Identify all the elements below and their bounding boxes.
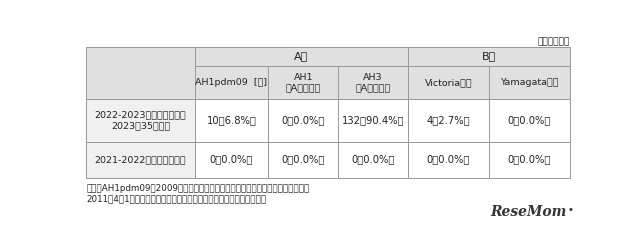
Bar	[195, 66, 268, 99]
Text: （単位：件）: （単位：件）	[538, 37, 570, 46]
Bar	[195, 141, 268, 178]
Bar	[338, 99, 408, 141]
Bar	[268, 99, 338, 141]
Text: 2022-2023年シーズン累計
2023年35週まで: 2022-2023年シーズン累計 2023年35週まで	[95, 110, 186, 130]
Text: 0（0.0%）: 0（0.0%）	[508, 155, 551, 165]
Bar	[86, 99, 195, 141]
Text: 【注】AH1pdm09：2009年に新型インフルエンザと呼ばれて流行したウイルス。: 【注】AH1pdm09：2009年に新型インフルエンザと呼ばれて流行したウイルス…	[86, 184, 310, 193]
Text: 2021-2022年シーズン累計: 2021-2022年シーズン累計	[95, 155, 186, 164]
Text: AH1pdm09  [注]: AH1pdm09 [注]	[195, 78, 268, 87]
Text: ReseMom: ReseMom	[490, 205, 566, 219]
Bar	[408, 47, 570, 66]
Bar	[86, 47, 195, 99]
Bar	[489, 66, 570, 99]
Bar	[408, 66, 489, 99]
Bar	[195, 47, 408, 66]
Text: 10（6.8%）: 10（6.8%）	[207, 115, 257, 125]
Bar	[86, 141, 195, 178]
Text: 0（0.0%）: 0（0.0%）	[282, 155, 325, 165]
Text: 0（0.0%）: 0（0.0%）	[282, 115, 325, 125]
Bar	[195, 99, 268, 141]
Text: 2011年4月1日から季節性インフルエンザとして位置づけられている。: 2011年4月1日から季節性インフルエンザとして位置づけられている。	[86, 195, 266, 204]
Text: 132（90.4%）: 132（90.4%）	[342, 115, 404, 125]
Bar	[489, 99, 570, 141]
Text: 0（0.0%）: 0（0.0%）	[508, 115, 551, 125]
Bar	[338, 66, 408, 99]
Text: A型: A型	[294, 52, 308, 62]
Text: B型: B型	[482, 52, 496, 62]
Bar	[268, 141, 338, 178]
Text: 0（0.0%）: 0（0.0%）	[351, 155, 395, 165]
Text: 4（2.7%）: 4（2.7%）	[427, 115, 470, 125]
Text: AH1
（Aソ連型）: AH1 （Aソ連型）	[285, 72, 321, 93]
Text: 0（0.0%）: 0（0.0%）	[427, 155, 470, 165]
Text: Victoria系統: Victoria系統	[425, 78, 472, 87]
Text: Yamagata系統: Yamagata系統	[500, 78, 559, 87]
Text: .: .	[568, 198, 573, 215]
Bar	[268, 66, 338, 99]
Bar	[408, 141, 489, 178]
Bar	[338, 141, 408, 178]
Text: 0（0.0%）: 0（0.0%）	[210, 155, 253, 165]
Bar	[489, 141, 570, 178]
Bar	[408, 99, 489, 141]
Text: AH3
（A香港型）: AH3 （A香港型）	[355, 72, 390, 93]
